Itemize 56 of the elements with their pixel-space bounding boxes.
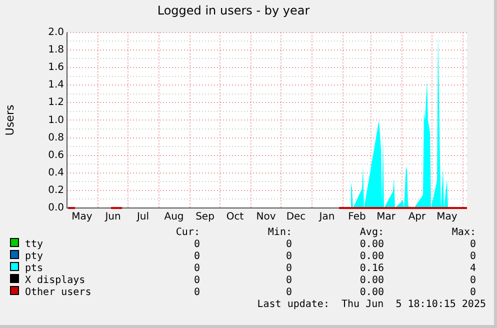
chart-title: Logged in users - by year	[157, 3, 310, 18]
y-axis-title: Users	[3, 104, 16, 136]
text: 0	[468, 250, 476, 262]
text: 0	[284, 286, 292, 298]
text: 0.00	[358, 274, 384, 286]
x-tick-label: Nov	[256, 212, 276, 223]
y-tick-label: 1.0	[48, 114, 64, 126]
text: 0.00	[358, 238, 384, 250]
x-tick-label: Mar	[376, 212, 396, 223]
y-tick-label: 0.8	[48, 132, 64, 144]
y-tick-label: 0.2	[48, 185, 64, 196]
text: 0	[468, 286, 476, 298]
text: 0	[192, 286, 200, 298]
text: 0	[284, 274, 292, 286]
x-tick-label: Oct	[226, 212, 244, 223]
y-tick-label: 1.6	[48, 62, 64, 74]
x-tick-label: Dec	[286, 212, 306, 223]
text: Max:	[450, 226, 476, 238]
x-tick-label: Sep	[196, 212, 214, 223]
text: 0	[192, 250, 200, 262]
y-tick-label: 1.8	[48, 44, 64, 56]
y-tick-label: 2.0	[48, 26, 64, 38]
y-tick-label: 1.2	[48, 97, 64, 108]
legend-label: Other users	[24, 286, 92, 298]
x-tick-label: Jun	[104, 212, 121, 223]
text: 0	[284, 262, 292, 274]
x-tick-label: Feb	[348, 212, 366, 223]
legend-label: X displays	[24, 274, 86, 286]
text: 0	[284, 238, 292, 250]
text: 0	[284, 250, 292, 262]
legend-label: pty	[24, 250, 44, 262]
legend-label: pts	[24, 262, 44, 274]
text: 4	[468, 262, 476, 274]
text: 0.00	[358, 250, 384, 262]
x-tick-label: Aug	[164, 212, 184, 223]
text: 0.00	[359, 286, 384, 298]
y-tick-label: 1.4	[48, 80, 64, 91]
x-tick-label: May	[436, 212, 458, 223]
text: 0	[192, 262, 200, 274]
legend-label: tty	[24, 238, 44, 250]
x-tick-label: May	[72, 212, 92, 223]
text: Cur:	[174, 226, 200, 238]
text: 0	[192, 274, 200, 286]
text: 0	[468, 238, 476, 250]
y-tick-label: 0.6	[48, 150, 64, 161]
text: 0.16	[358, 262, 384, 274]
y-tick-label: 0.0	[48, 202, 64, 214]
text: 0	[192, 238, 200, 250]
x-tick-label: Apr	[408, 212, 427, 223]
text: 0	[468, 274, 476, 286]
x-tick-label: Jul	[136, 212, 150, 223]
text: Avg:	[358, 226, 384, 238]
y-tick-label: 0.4	[48, 167, 64, 178]
x-tick-label: Jan	[318, 212, 335, 223]
text: Min:	[266, 226, 292, 238]
text: Last update: Thu Jun 5 18:10:15 2025	[257, 299, 486, 310]
